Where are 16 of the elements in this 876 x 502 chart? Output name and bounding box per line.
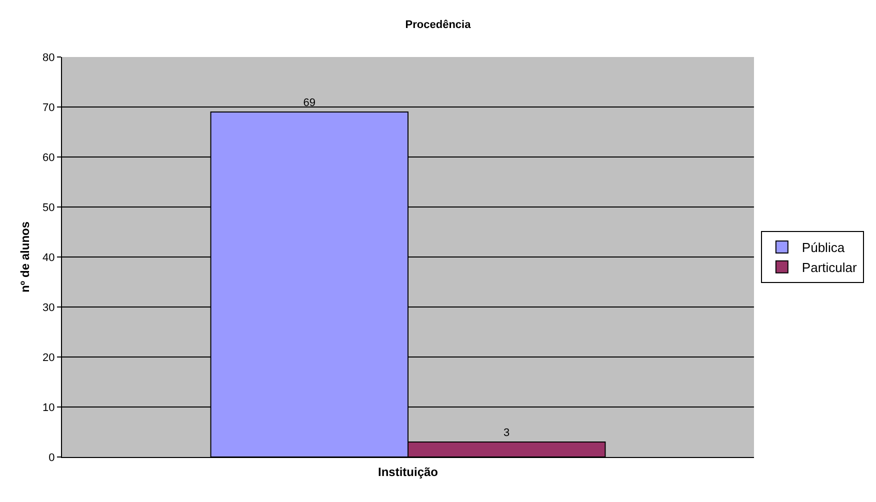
x-axis-title: Instituição (378, 465, 438, 480)
y-tick-label: 60 (42, 152, 55, 164)
y-tick-label: 70 (42, 102, 55, 114)
legend-label: Pública (802, 240, 846, 256)
y-tick-label: 50 (42, 202, 55, 214)
data-label: 69 (303, 97, 316, 109)
y-tick-label: 80 (42, 52, 55, 64)
y-tick-label: 10 (42, 402, 55, 414)
y-tick-label: 0 (48, 452, 55, 464)
legend-label: Particular (802, 260, 858, 275)
data-label: 3 (504, 427, 510, 439)
y-axis-title: nº de alunos (18, 221, 32, 293)
y-tick-label: 40 (42, 252, 55, 264)
y-tick-label: 30 (42, 302, 55, 314)
chart-title: Procedência (405, 18, 472, 31)
y-tick-label: 20 (42, 352, 55, 364)
